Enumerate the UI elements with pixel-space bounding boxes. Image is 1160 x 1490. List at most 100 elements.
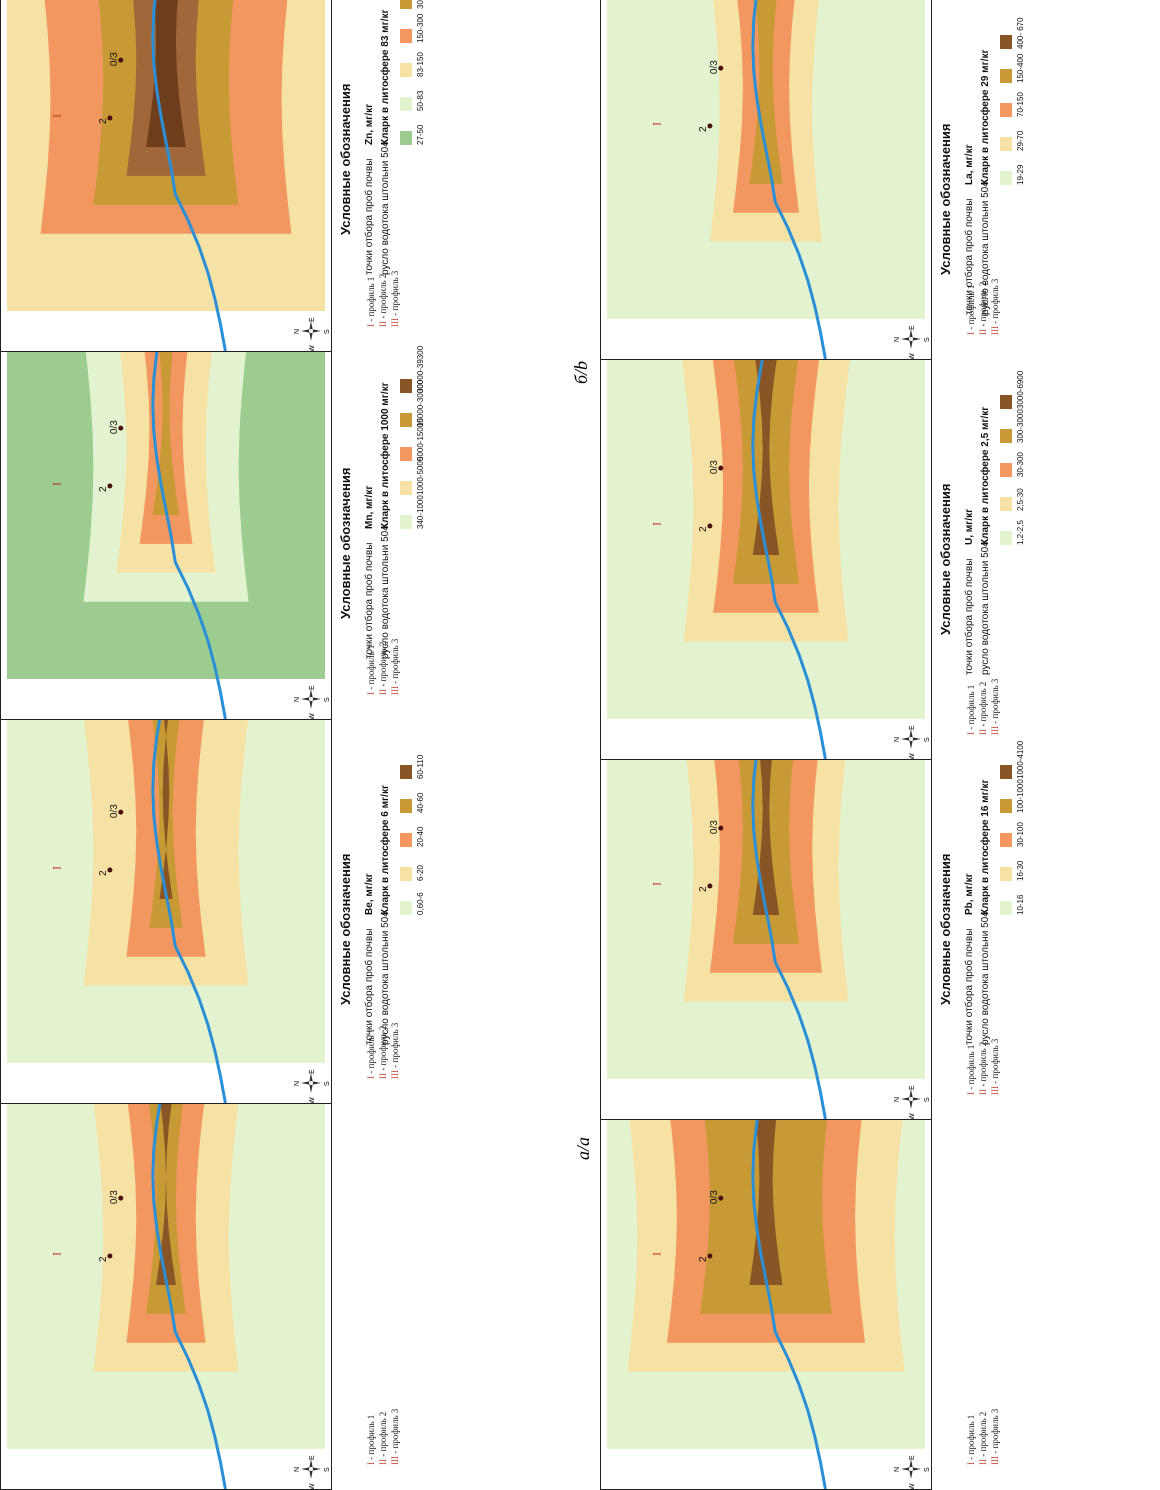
svg-text:W: W [909,353,916,359]
compass-icon: N E S W [894,1455,931,1489]
profile-numeral: I [49,482,63,486]
svg-text:E: E [909,325,916,330]
legend-profile: III - профиль 3 [390,638,400,695]
legend-profile: III - профиль 3 [990,678,1000,735]
legend-profile: I - профиль 1 [966,1414,976,1465]
svg-text:N: N [294,1467,301,1472]
caption-b: б/b [571,360,592,385]
sample-point [118,809,124,815]
sample-point [118,57,124,63]
legend-profile: I - профиль 1 [366,644,376,695]
svg-text:E: E [909,1455,916,1460]
map-frame: IIIIII0/21/22/23/24/25/26/220/31/32/33/3… [600,0,932,360]
sample-point-label: 2 [698,126,709,132]
compass-icon: N E S W [294,317,331,351]
sample-point-label: 0/3 [109,804,120,818]
sample-point-label: 0/3 [709,460,720,474]
map-frame: IIIIII0/21/22/23/24/25/26/220/31/32/33/3… [0,0,332,352]
sample-point [718,1195,724,1201]
sample-point-label: 2 [698,886,709,892]
svg-text:E: E [309,685,316,690]
contour-class-2 [700,0,832,242]
sample-point [107,483,113,489]
legend-profile: I - профиль 1 [966,1044,976,1095]
sample-point-label: 2 [698,526,709,532]
legend-profile: II - профиль 2 [378,641,388,695]
sample-point [118,425,124,431]
sample-point-label: 0/3 [709,1190,720,1204]
legend-profile: II - профиль 2 [378,1411,388,1465]
sample-point [707,123,713,129]
svg-text:S: S [324,697,331,702]
legend-profile: I - профиль 1 [966,284,976,335]
svg-text:N: N [894,1467,901,1472]
sample-point [107,1253,113,1259]
contour-class-3 [83,0,249,205]
contour-map: IIIIII0/21/22/23/24/25/26/220/31/32/33/3… [607,0,931,359]
sample-point-label: 2 [98,1256,109,1262]
legend-profile: I - профиль 1 [366,1028,376,1079]
svg-text:W: W [309,1097,316,1103]
svg-text:W: W [909,1113,916,1119]
legend-profile: I - профиль 1 [366,276,376,327]
sample-point [707,883,713,889]
sample-point [718,65,724,71]
svg-text:W: W [309,1483,316,1489]
stream-line [151,0,227,351]
legend-profile: III - профиль 3 [990,1408,1000,1465]
legend-profile: II - профиль 2 [978,281,988,335]
svg-text:S: S [924,1467,931,1472]
contour-class-2 [30,0,302,234]
legend-profile: II - профиль 2 [378,273,388,327]
legend-profile: II - профиль 2 [978,681,988,735]
svg-text:S: S [324,329,331,334]
sample-point-label: 2 [698,1256,709,1262]
compass-icon: N E S W [294,685,331,719]
sample-point-label: 0/3 [709,60,720,74]
sample-point [707,523,713,529]
sample-point [718,825,724,831]
profile-numeral: I [649,122,663,126]
sample-point [118,1195,124,1201]
legend-profile: II - профиль 2 [978,1411,988,1465]
contour-map: IIIIII0/21/22/23/24/25/26/220/31/32/33/3… [7,0,331,351]
svg-text:E: E [909,725,916,730]
svg-text:W: W [909,753,916,759]
profile-numeral: I [49,1252,63,1256]
svg-text:W: W [309,713,316,719]
sample-point [107,115,113,121]
svg-text:S: S [924,1097,931,1102]
svg-text:E: E [309,317,316,322]
svg-text:W: W [309,345,316,351]
legend-profile: III - профиль 3 [390,1408,400,1465]
svg-text:E: E [309,1455,316,1460]
contour-class-1 [607,0,925,319]
legend-profile: III - профиль 3 [990,278,1000,335]
sample-point [707,1253,713,1259]
sample-point-label: 0/3 [109,420,120,434]
svg-text:N: N [894,1097,901,1102]
sample-point-label: 2 [98,118,109,124]
svg-text:S: S [924,337,931,342]
compass-icon: N E S W [294,1455,331,1489]
profile-numeral: I [649,522,663,526]
legend-profile: II - профиль 2 [978,1041,988,1095]
svg-text:N: N [294,329,301,334]
sample-point-label: 0/3 [109,52,120,66]
svg-text:E: E [309,1069,316,1074]
sample-point-label: 2 [98,486,109,492]
compass-icon: N E S W [894,725,931,759]
sample-point-label: 0/3 [109,1190,120,1204]
sample-point-label: 2 [98,870,109,876]
legend-profile: I - профиль 1 [966,684,976,735]
compass-icon: N E S W [894,1085,931,1119]
legend-profile: II - профиль 2 [378,1025,388,1079]
sample-point-label: 0/3 [709,820,720,834]
stream-line [751,0,827,359]
svg-text:S: S [924,737,931,742]
profile-numeral: I [649,882,663,886]
svg-text:E: E [909,1085,916,1090]
legend-profile: III - профиль 3 [390,270,400,327]
svg-text:N: N [294,1081,301,1086]
